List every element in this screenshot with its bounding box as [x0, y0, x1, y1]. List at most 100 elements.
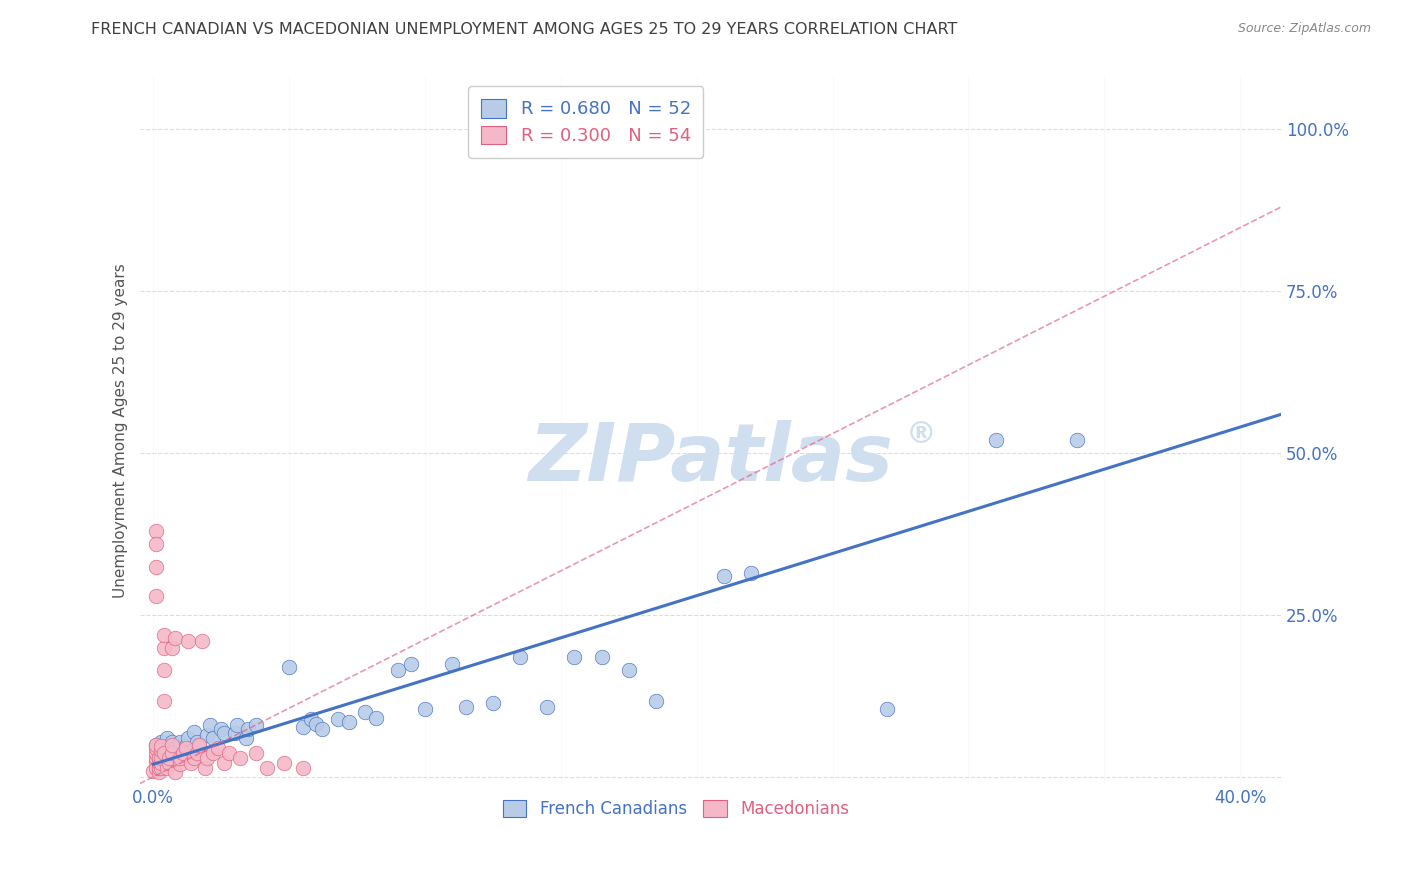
Y-axis label: Unemployment Among Ages 25 to 29 years: Unemployment Among Ages 25 to 29 years — [114, 263, 128, 598]
Point — [145, 760, 167, 774]
Point — [156, 731, 179, 746]
Point — [229, 751, 252, 765]
Point — [201, 746, 224, 760]
Point — [299, 712, 322, 726]
Point — [148, 756, 170, 770]
Point — [876, 702, 898, 716]
Point — [159, 756, 181, 770]
Point — [482, 696, 505, 710]
Point — [273, 756, 295, 770]
Point — [226, 718, 249, 732]
Point — [256, 760, 278, 774]
Point — [278, 660, 301, 674]
Point — [145, 537, 167, 551]
Point — [180, 756, 202, 770]
Point — [160, 746, 183, 760]
Point — [186, 746, 208, 760]
Point — [188, 739, 211, 753]
Point — [245, 746, 267, 760]
Point — [145, 751, 167, 765]
Point — [326, 712, 349, 726]
Point — [509, 650, 531, 665]
Point — [153, 628, 176, 642]
Point — [454, 700, 477, 714]
Point — [740, 566, 762, 581]
Point — [387, 664, 409, 678]
Point — [191, 634, 214, 648]
Text: ®: ® — [905, 419, 936, 449]
Point — [186, 734, 208, 748]
Point — [197, 751, 219, 765]
Text: Source: ZipAtlas.com: Source: ZipAtlas.com — [1237, 22, 1371, 36]
Point — [148, 751, 170, 765]
Point — [148, 751, 170, 765]
Point — [153, 694, 176, 708]
Point — [713, 569, 735, 583]
Point — [163, 765, 186, 780]
Point — [536, 700, 558, 714]
Point — [212, 726, 235, 740]
Point — [160, 734, 183, 748]
Point — [291, 760, 314, 774]
Point — [198, 718, 221, 732]
Point — [148, 760, 170, 774]
Point — [145, 746, 167, 760]
Point — [644, 694, 666, 708]
Point — [150, 743, 173, 757]
Point — [150, 734, 173, 748]
Point — [169, 751, 191, 765]
Point — [142, 764, 165, 778]
Point — [174, 739, 197, 753]
Point — [156, 760, 179, 774]
Point — [153, 746, 176, 760]
Point — [145, 741, 167, 756]
Point — [617, 664, 640, 678]
Point — [984, 434, 1007, 448]
Point — [218, 746, 240, 760]
Point — [150, 756, 173, 770]
Point — [354, 706, 377, 720]
Point — [194, 760, 217, 774]
Text: FRENCH CANADIAN VS MACEDONIAN UNEMPLOYMENT AMONG AGES 25 TO 29 YEARS CORRELATION: FRENCH CANADIAN VS MACEDONIAN UNEMPLOYME… — [91, 22, 957, 37]
Point — [238, 722, 260, 736]
Point — [413, 702, 436, 716]
Point — [564, 650, 586, 665]
Point — [207, 741, 229, 756]
Point — [183, 751, 205, 765]
Point — [153, 640, 176, 655]
Point — [291, 720, 314, 734]
Point — [188, 738, 211, 752]
Point — [160, 738, 183, 752]
Point — [183, 725, 205, 739]
Point — [169, 757, 191, 772]
Point — [177, 731, 200, 746]
Point — [145, 738, 167, 752]
Legend: French Canadians, Macedonians: French Canadians, Macedonians — [496, 793, 856, 825]
Point — [224, 726, 246, 740]
Point — [163, 741, 186, 756]
Point — [401, 657, 423, 671]
Point — [172, 746, 194, 760]
Point — [145, 738, 167, 752]
Point — [212, 756, 235, 770]
Point — [159, 751, 181, 765]
Point — [169, 734, 191, 748]
Point — [150, 739, 173, 753]
Point — [591, 650, 613, 665]
Point — [145, 754, 167, 768]
Point — [201, 731, 224, 746]
Point — [169, 751, 191, 765]
Point — [145, 559, 167, 574]
Point — [156, 744, 179, 758]
Point — [174, 741, 197, 756]
Point — [148, 765, 170, 780]
Text: ZIPatlas: ZIPatlas — [527, 420, 893, 498]
Point — [337, 715, 360, 730]
Point — [160, 640, 183, 655]
Point — [441, 657, 464, 671]
Point — [177, 634, 200, 648]
Point — [153, 664, 176, 678]
Point — [197, 728, 219, 742]
Point — [305, 717, 328, 731]
Point — [209, 722, 232, 736]
